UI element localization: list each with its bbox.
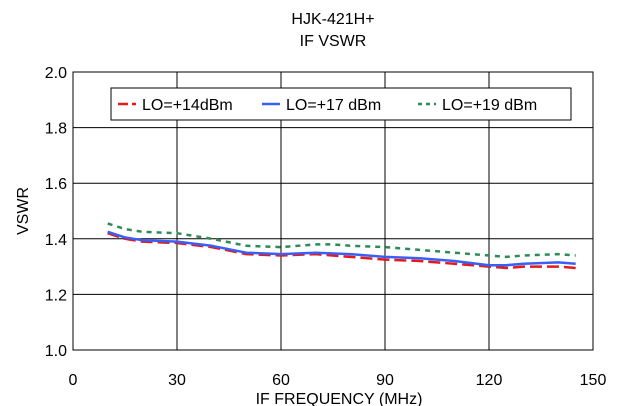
series-layer <box>107 222 576 270</box>
x-tick-label: 120 <box>476 372 503 389</box>
x-tick-label: 150 <box>580 372 607 389</box>
series-line-1 <box>107 232 576 270</box>
legend-label-1: LO=+14dBm <box>142 97 233 114</box>
x-tick-label: 30 <box>168 372 186 389</box>
series-line-3 <box>107 222 576 259</box>
legend: LO=+14dBm LO=+17 dBm LO=+19 dBm <box>110 87 572 121</box>
series-line-2 <box>107 230 576 267</box>
chart-subtitle: IF VSWR <box>300 33 367 50</box>
legend-box <box>110 87 572 121</box>
legend-label-3: LO=+19 dBm <box>442 97 537 114</box>
y-axis-label: VSWR <box>15 187 32 235</box>
legend-label-2: LO=+17 dBm <box>286 97 381 114</box>
x-tick-label: 60 <box>272 372 290 389</box>
x-tick-label: 90 <box>376 372 394 389</box>
y-tick-label: 1.2 <box>45 287 67 304</box>
y-tick-label: 2.0 <box>45 65 67 82</box>
plot-frame <box>72 71 594 351</box>
x-tick-label: 0 <box>69 372 78 389</box>
y-tick-labels: 1.0 1.2 1.4 1.6 1.8 2.0 <box>45 65 67 360</box>
y-tick-label: 1.6 <box>45 176 67 193</box>
x-tick-labels: 0 30 60 90 120 150 <box>69 372 607 389</box>
chart-title: HJK-421H+ <box>291 11 374 28</box>
y-tick-label: 1.8 <box>45 121 67 138</box>
y-tick-label: 1.4 <box>45 232 67 249</box>
y-tick-label: 1.0 <box>45 343 67 360</box>
x-axis-label: IF FREQUENCY (MHz) <box>256 391 423 406</box>
